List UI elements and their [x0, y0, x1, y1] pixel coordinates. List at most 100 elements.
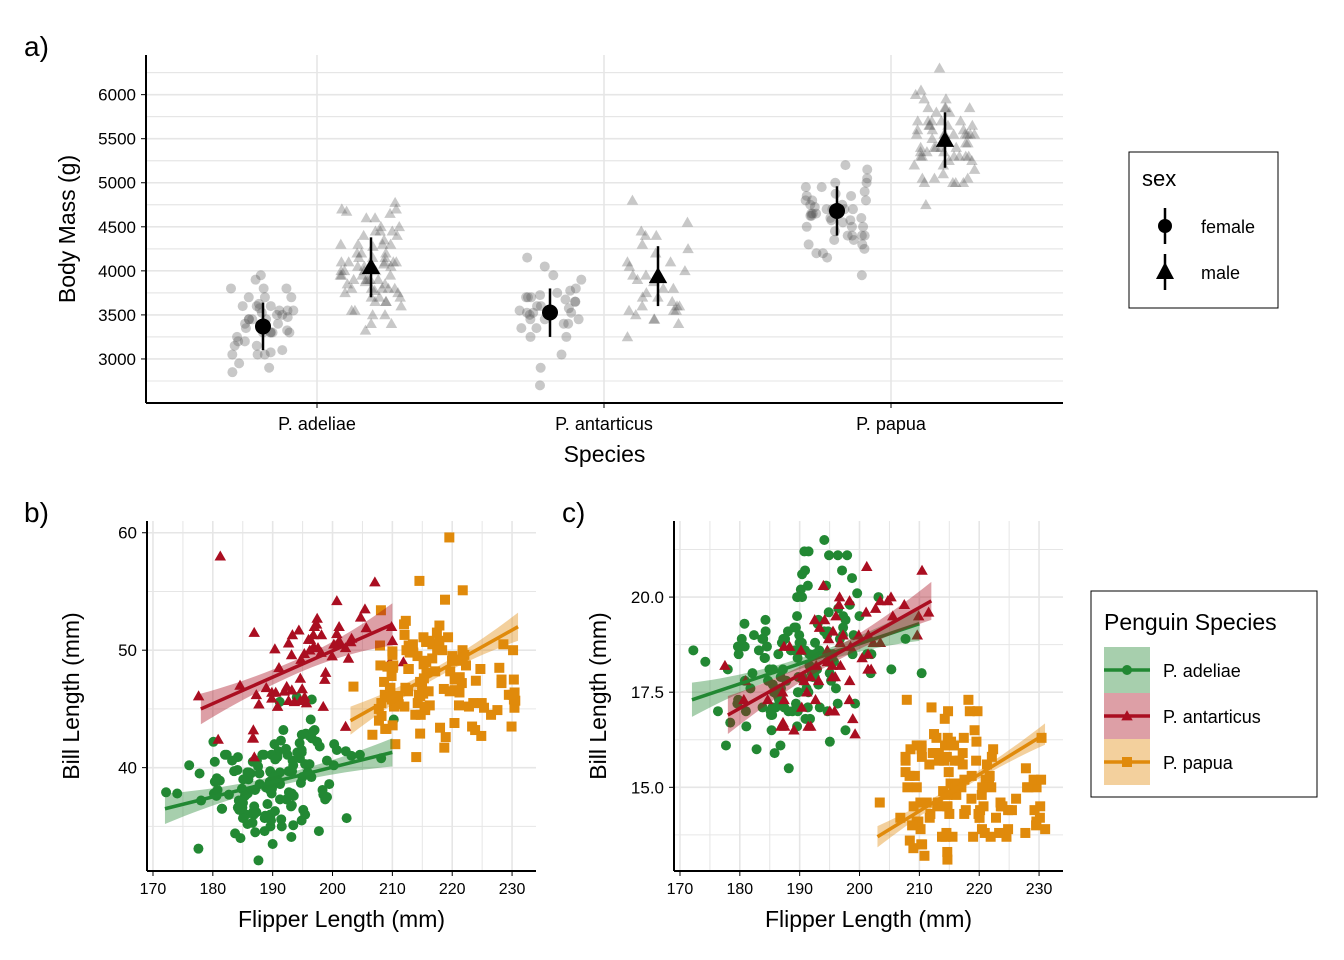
female-raw-point [842, 230, 853, 241]
ppapua-point [492, 705, 503, 716]
x-tick-label: P. adeliae [278, 414, 356, 434]
pantarticus-point [312, 642, 324, 653]
ppapua-point [414, 575, 425, 586]
male-raw-point [629, 309, 642, 320]
adeliae-key-marker [1122, 665, 1132, 675]
padeliae-point [783, 626, 794, 637]
ppapua-point [434, 620, 445, 631]
female-raw-point [244, 314, 255, 325]
y-tick-label: 3000 [98, 350, 136, 369]
female-raw-point [240, 323, 251, 334]
pantarticus-point [867, 636, 880, 648]
pantarticus-point [331, 595, 343, 606]
x-tick-label: 230 [1026, 881, 1053, 898]
pantarticus-point [359, 603, 371, 614]
ppapua-point [957, 748, 968, 759]
pantarticus-point [326, 650, 338, 661]
male-raw-point [963, 102, 976, 113]
male-raw-point [357, 229, 370, 240]
male-raw-point [957, 176, 970, 188]
x-tick-label: 180 [199, 881, 226, 898]
ppapua-point [1035, 801, 1046, 812]
ppapua-point [981, 759, 992, 770]
ppapua-point [508, 645, 519, 656]
ppapua-point [412, 651, 423, 662]
ppapua-point [498, 639, 509, 650]
ppapua-point [454, 672, 465, 683]
pantarticus-point [795, 644, 807, 655]
female-raw-point [847, 204, 858, 215]
pantarticus-point [887, 610, 899, 621]
pantarticus-point [266, 692, 278, 703]
padeliae-point [306, 694, 317, 705]
padeliae-point [790, 698, 801, 709]
female-raw-point [846, 221, 857, 232]
padeliae-point [800, 565, 811, 576]
adeliae-regression-line [164, 750, 393, 811]
female-raw-point [240, 318, 251, 329]
x-tick-label: 200 [319, 881, 346, 898]
ppapua-point [900, 751, 911, 762]
male-raw-point [920, 199, 932, 210]
female-raw-point [264, 362, 275, 373]
padeliae-point [736, 633, 747, 644]
y-tick-label: 3500 [98, 306, 136, 325]
species-legend-item-papua: P. papua [1163, 753, 1234, 773]
male-raw-point [968, 128, 981, 139]
ppapua-point [976, 789, 987, 800]
male-raw-point [372, 273, 385, 284]
ppapua-point [508, 674, 519, 685]
ppapua-point [915, 824, 926, 835]
ppapua-point [386, 671, 397, 682]
male-mean-point [361, 257, 381, 274]
ppapua-point [941, 827, 952, 838]
padeliae-point [805, 713, 816, 724]
padeliae-point [288, 760, 299, 771]
ppapua-point [443, 632, 454, 643]
female-raw-point [856, 270, 867, 281]
ppapua-point [943, 706, 954, 717]
ppapua-point [438, 683, 449, 694]
ppapua-point [916, 751, 927, 762]
female-raw-point [805, 199, 816, 210]
padeliae-point [838, 622, 849, 633]
female-raw-point [857, 239, 868, 250]
ppapua-point [974, 812, 985, 823]
padeliae-point [732, 641, 743, 652]
female-raw-point [265, 347, 276, 358]
ppapua-point [904, 835, 915, 846]
ppapua-point [431, 627, 442, 638]
female-raw-point [516, 323, 527, 334]
pantarticus-point [777, 716, 789, 727]
padeliae-point [760, 614, 771, 625]
male-raw-point [382, 282, 395, 293]
pantarticus-point [310, 618, 323, 629]
female-raw-point [282, 312, 293, 323]
pantarticus-point [285, 649, 298, 660]
pantarticus-point [818, 614, 831, 625]
pantarticus-point [849, 728, 861, 739]
y-tick-label: 17.5 [631, 683, 664, 702]
ppapua-point [985, 831, 996, 842]
pantarticus-point [282, 637, 295, 648]
male-raw-point [960, 137, 972, 148]
female-raw-point [271, 309, 282, 320]
y-tick-label: 5000 [98, 174, 136, 193]
ppapua-point [440, 594, 451, 605]
female-raw-point [805, 210, 816, 221]
male-raw-point [369, 225, 382, 236]
ppapua-point [1006, 805, 1017, 816]
pantarticus-point [801, 686, 813, 697]
male-raw-point [349, 304, 361, 315]
sex-legend-box [1128, 151, 1279, 309]
male-raw-point [341, 278, 354, 289]
padeliae-point [792, 652, 803, 663]
male-raw-point [911, 124, 924, 135]
male-raw-point [964, 128, 976, 139]
ppapua-point [1028, 774, 1039, 785]
male-key-triangle [1156, 262, 1174, 279]
male-raw-point [623, 260, 636, 271]
padeliae-point [761, 641, 772, 652]
male-raw-point [968, 163, 981, 174]
x-tick-label: 190 [786, 881, 813, 898]
